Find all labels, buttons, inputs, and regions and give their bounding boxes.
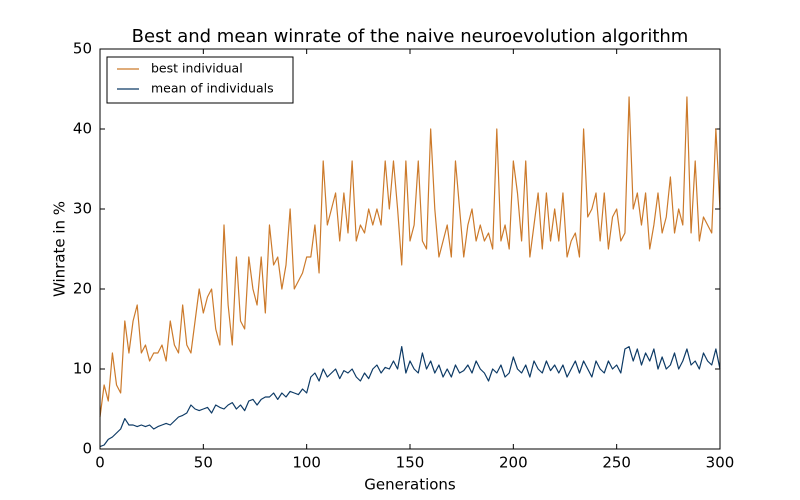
legend-label: best individual bbox=[151, 61, 243, 76]
y-tick-label: 20 bbox=[73, 280, 92, 298]
y-tick-label: 0 bbox=[82, 440, 92, 458]
x-tick-label: 0 bbox=[95, 454, 105, 472]
x-tick-label: 50 bbox=[194, 454, 213, 472]
series-line bbox=[99, 96, 721, 418]
y-tick-label: 10 bbox=[73, 360, 92, 378]
legend-box bbox=[106, 56, 294, 104]
y-tick-label: 40 bbox=[73, 120, 92, 138]
y-tick-label: 50 bbox=[73, 40, 92, 58]
y-axis-label: Winrate in % bbox=[51, 201, 69, 297]
x-axis-label: Generations bbox=[364, 476, 456, 494]
legend-label: mean of individuals bbox=[151, 81, 274, 96]
x-tick-label: 200 bbox=[499, 454, 528, 472]
plot-frame bbox=[99, 48, 721, 450]
x-tick-label: 250 bbox=[602, 454, 631, 472]
x-tick-label: 300 bbox=[706, 454, 735, 472]
chart-title: Best and mean winrate of the naive neuro… bbox=[132, 26, 689, 47]
x-tick-label: 150 bbox=[396, 454, 425, 472]
series-line bbox=[99, 346, 721, 448]
x-tick-label: 100 bbox=[292, 454, 321, 472]
y-tick-label: 30 bbox=[73, 200, 92, 218]
legend: best individual mean of individuals bbox=[106, 56, 294, 104]
